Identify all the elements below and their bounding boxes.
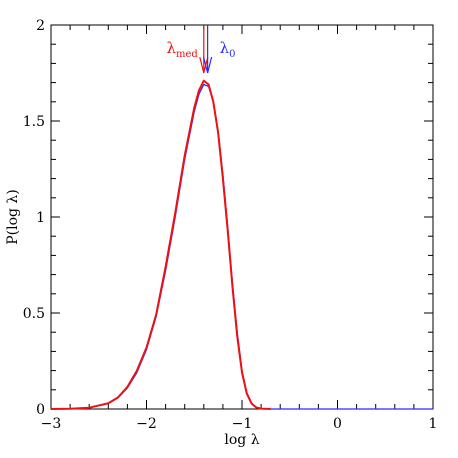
y-tick-label: 0.5 — [23, 306, 45, 322]
marker-label: λmed — [166, 39, 198, 60]
x-axis-title: log λ — [224, 432, 259, 448]
y-tick-label: 0 — [36, 402, 45, 418]
series-line-0 — [50, 83, 433, 410]
marker-arrow — [203, 56, 213, 74]
marker-arrow — [199, 56, 209, 74]
x-tick-label: 1 — [429, 416, 438, 432]
marker-group: λmed λ0 — [166, 25, 236, 74]
y-tick-label: 2 — [36, 18, 45, 34]
marker-label: λ0 — [220, 39, 236, 60]
x-tick-label: −3 — [41, 416, 62, 432]
y-axis-title: P(log λ) — [5, 189, 21, 245]
y-tick-label: 1.5 — [23, 114, 45, 130]
series-line-1 — [50, 79, 271, 410]
x-tick-label: −2 — [136, 416, 157, 432]
y-tick-label: 1 — [36, 210, 45, 226]
plot-frame — [50, 24, 434, 410]
tick-label-group: −3 −2 −1 0 1 0 0.5 1 1.5 2 — [23, 18, 438, 432]
tick-group — [50, 24, 434, 410]
x-tick-label: 0 — [333, 416, 342, 432]
series-group — [50, 79, 433, 410]
x-tick-label: −1 — [232, 416, 253, 432]
